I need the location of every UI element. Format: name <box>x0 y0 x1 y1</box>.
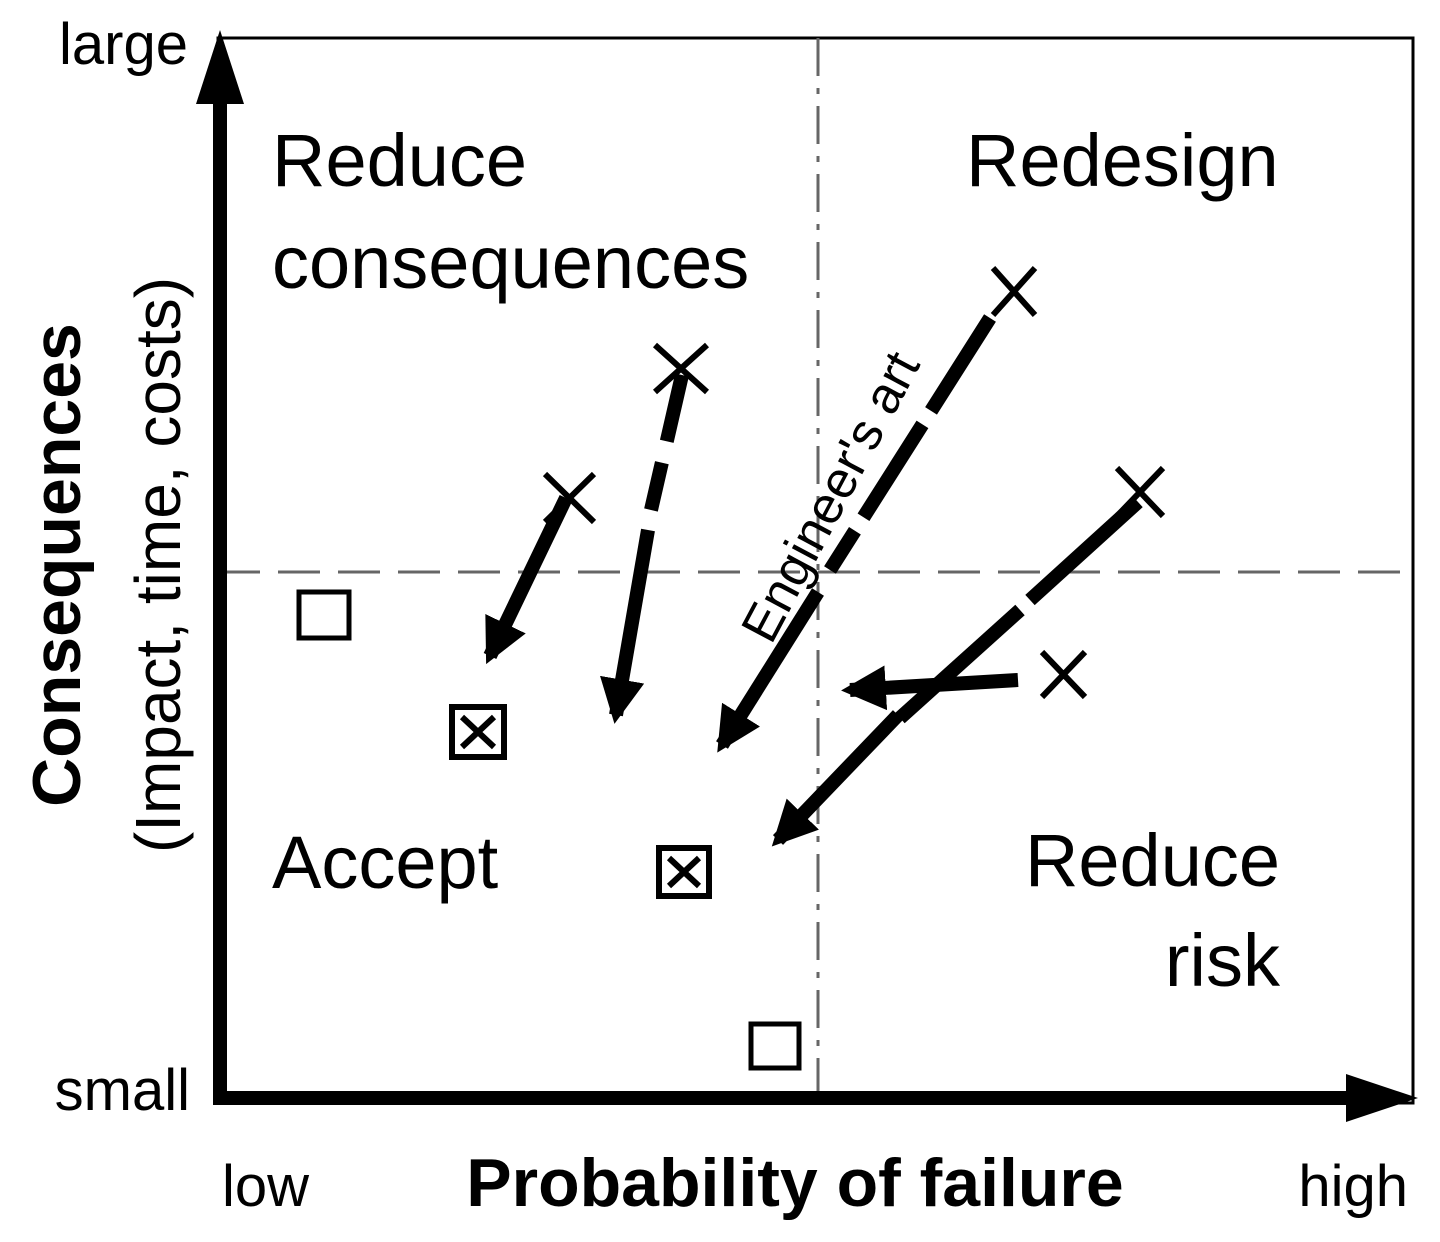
y-axis-subtitle: (Impact, time, costs) <box>122 277 194 853</box>
mitigation-arrow-4-tip <box>771 710 904 847</box>
quadrant-reduce-risk-line2: risk <box>1165 919 1281 1002</box>
x-axis-title: Probability of failure <box>466 1145 1123 1221</box>
mitigation-arrow-4-lower <box>895 604 1025 724</box>
y-axis-arrowhead <box>196 30 244 104</box>
quadrant-redesign: Redesign <box>966 119 1279 202</box>
y-axis-title: Consequences <box>19 323 95 807</box>
mitigation-arrow-2-upper <box>644 373 689 512</box>
mitigation-arrow-1 <box>483 494 573 665</box>
quadrant-reduce-risk-line1: Reduce <box>1025 819 1280 902</box>
x-mark-icon <box>1114 465 1166 519</box>
mitigation-arrow-4-upper <box>1025 496 1143 606</box>
quadrant-accept: Accept <box>272 821 499 904</box>
y-axis-bottom-label: small <box>55 1058 190 1123</box>
open-square-icon <box>296 589 352 641</box>
engineers-art-arrow-upper <box>824 314 996 574</box>
quadrant-reduce-consequences-line2: consequences <box>272 221 749 304</box>
y-axis-top-label: large <box>59 12 188 77</box>
crossed-square-icon <box>656 845 712 899</box>
quadrant-reduce-consequences-line1: Reduce <box>272 119 527 202</box>
crossed-square-icon <box>449 704 507 760</box>
engineers-art-arrow-lower <box>716 588 824 753</box>
x-axis-right-label: high <box>1298 1154 1408 1219</box>
x-axis-arrowhead <box>1346 1074 1418 1122</box>
x-mark-icon <box>652 342 710 395</box>
mitigation-arrow-2-lower <box>600 528 655 724</box>
x-mark-icon <box>542 471 597 525</box>
x-mark-icon <box>990 266 1038 317</box>
engineers-art-label: Engineer's art <box>730 342 931 652</box>
mitigation-arrow-5 <box>841 665 1019 711</box>
open-square-icon <box>748 1021 802 1071</box>
x-mark-icon <box>1039 649 1088 700</box>
x-axis-left-label: low <box>222 1154 310 1219</box>
